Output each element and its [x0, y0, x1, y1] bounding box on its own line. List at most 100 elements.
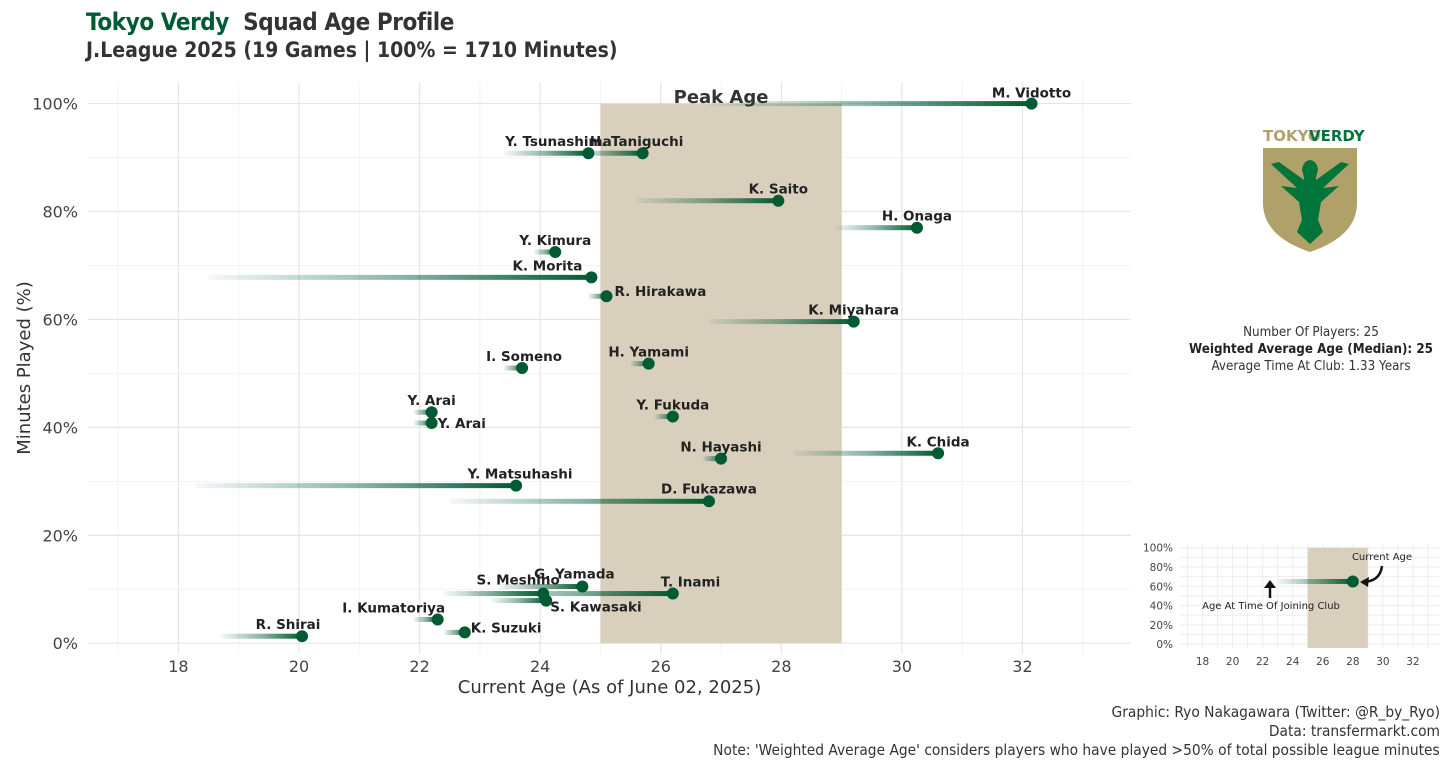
- tenure-segment: [491, 598, 547, 604]
- team-name: Tokyo Verdy: [86, 8, 229, 36]
- player-point: [510, 479, 523, 492]
- y-axis-label: Minutes Played (%): [14, 281, 35, 455]
- tenure-segment: [702, 456, 722, 462]
- x-tick-label: 28: [771, 657, 791, 676]
- player-label: Y. Arai: [407, 393, 456, 409]
- caption-data: Data: transfermarkt.com: [1268, 722, 1440, 740]
- legend-x-tick: 24: [1286, 656, 1300, 668]
- legend-x-tick: 28: [1346, 656, 1359, 668]
- player-label: K. Suzuki: [471, 620, 542, 636]
- legend-x-tick: 30: [1376, 656, 1389, 668]
- legend-x-tick: 26: [1316, 656, 1330, 668]
- player-point: [666, 410, 679, 423]
- tenure-segment: [413, 420, 432, 426]
- legend-arrowhead: [1360, 577, 1369, 587]
- tenure-segment: [654, 414, 673, 420]
- legend-x-tick: 32: [1406, 656, 1419, 668]
- legend-point: [1346, 575, 1359, 588]
- player-point: [772, 194, 785, 207]
- x-tick-label: 32: [1012, 657, 1032, 676]
- x-tick-label: 24: [530, 657, 550, 676]
- x-tick-label: 26: [651, 657, 671, 676]
- crest-eagle: [1271, 160, 1349, 244]
- player-label: T. Inami: [661, 575, 720, 591]
- y-tick-label: 20%: [42, 526, 78, 545]
- player-point: [636, 147, 649, 160]
- player-label: M. Vidotto: [992, 86, 1071, 102]
- player-label: Y. Fukuda: [635, 398, 709, 414]
- legend-y-tick: 80%: [1150, 562, 1173, 574]
- crest-text-tokyo: TOKYO: [1263, 127, 1321, 145]
- player-point: [582, 147, 595, 160]
- tenure-segment: [208, 274, 592, 280]
- tenure-segment: [503, 365, 523, 371]
- legend-segment: [1277, 578, 1353, 584]
- player-point: [540, 594, 553, 607]
- legend-y-tick: 100%: [1143, 543, 1173, 555]
- player-label: I. Someno: [486, 349, 562, 365]
- legend-peak-rect: [1307, 547, 1368, 648]
- y-tick-label: 0%: [53, 634, 78, 653]
- player-label: N. Hayashi: [680, 440, 761, 456]
- tenure-segment: [503, 150, 589, 156]
- weighted-average-age: Weighted Average Age (Median): 25: [1188, 342, 1434, 357]
- tenure-segment: [835, 225, 917, 231]
- player-label: R. Hirakawa: [614, 284, 706, 300]
- legend-y-tick: 20%: [1150, 620, 1173, 632]
- player-point: [425, 417, 438, 430]
- average-time-at-club: Average Time At Club: 1.33 Years: [1211, 359, 1411, 374]
- player-point: [585, 271, 598, 284]
- player-label: S. Kawasaki: [550, 600, 641, 616]
- legend-chart: 18 20 22 24 26 28 30 32 0% 20% 40% 60% 80% 100% Curren…: [1143, 543, 1440, 668]
- player-label: H. Taniguchi: [590, 134, 683, 150]
- legend-y-tick: 0%: [1156, 639, 1173, 651]
- legend-arrowhead: [1264, 580, 1276, 588]
- player-point: [431, 613, 444, 626]
- crest-text-verdy: VERDY: [1309, 127, 1366, 145]
- player-point: [910, 221, 923, 234]
- player-label: K. Miyahara: [808, 303, 899, 319]
- player-point: [715, 452, 728, 465]
- legend-x-tick: 20: [1226, 656, 1239, 668]
- y-tick-label: 60%: [42, 310, 78, 329]
- tenure-segment: [588, 293, 607, 299]
- y-tick-label: 100%: [32, 95, 78, 114]
- caption-note: Note: 'Weighted Average Age' considers p…: [713, 741, 1440, 759]
- x-tick-label: 30: [892, 657, 912, 676]
- tenure-segment: [467, 591, 673, 597]
- player-label: D. Fukazawa: [661, 481, 757, 497]
- player-point: [425, 406, 438, 419]
- player-label: H. Onaga: [882, 209, 952, 225]
- player-point: [666, 587, 679, 600]
- peak-age-rect: [600, 103, 842, 644]
- player-point: [576, 580, 589, 593]
- tenure-segment: [413, 409, 432, 415]
- player-label: Y. Kimura: [518, 233, 591, 249]
- tenure-segment: [793, 450, 939, 456]
- player-point: [847, 315, 860, 328]
- y-tick-label: 40%: [42, 418, 78, 437]
- player-point: [600, 290, 613, 303]
- legend-x-tick: 18: [1196, 656, 1209, 668]
- player-label: S. Meshino: [477, 573, 560, 589]
- player-point: [458, 626, 471, 639]
- player-points: [296, 97, 1038, 643]
- player-point: [932, 447, 945, 460]
- player-label: I. Kumatoriya: [342, 600, 445, 616]
- tenure-segment: [630, 361, 649, 367]
- tenure-segment: [443, 629, 465, 635]
- x-axis-label: Current Age (As of June 02, 2025): [458, 677, 761, 698]
- player-label: Y. Matsuhashi: [467, 467, 573, 483]
- tenure-segment: [636, 198, 779, 204]
- player-label: Y. Arai: [437, 416, 486, 432]
- x-tick-label: 18: [168, 657, 188, 676]
- player-point: [516, 362, 529, 374]
- tenure-segment: [534, 249, 556, 255]
- caption-graphic: Graphic: Ryo Nakagawara (Twitter: @R_by_…: [1111, 703, 1440, 721]
- legend-y-tick: 40%: [1150, 601, 1173, 613]
- player-point: [296, 630, 309, 643]
- tenure-segment: [196, 483, 517, 489]
- peak-age-band: Peak Age: [600, 87, 842, 644]
- summary-box: Number Of Players: 25 Weighted Average A…: [1181, 324, 1440, 375]
